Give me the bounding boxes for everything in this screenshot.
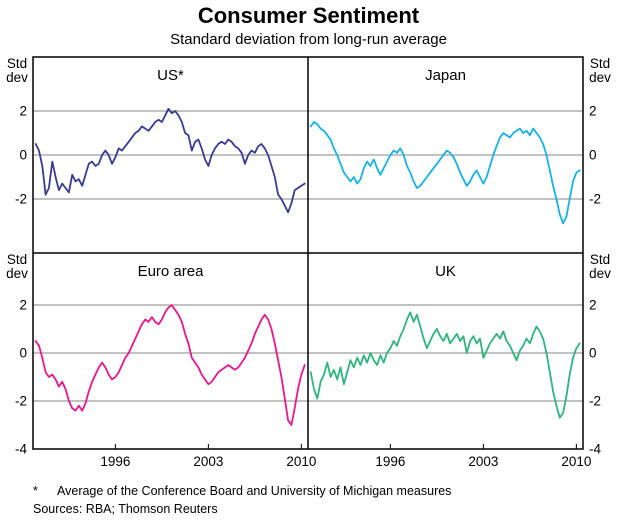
y-axis-unit-label: Std [7, 252, 27, 267]
y-axis-unit-label: Std [590, 252, 610, 267]
y-tick-label-left: -2 [15, 192, 27, 207]
y-axis-unit-label: dev [6, 266, 28, 281]
x-tick-label: 2003 [468, 454, 498, 469]
chart-title: Consumer Sentiment [197, 3, 420, 28]
y-axis-unit-label: Std [7, 56, 27, 71]
y-tick-label-right: -4 [589, 442, 601, 457]
y-axis-unit-label: dev [589, 70, 611, 85]
y-tick-label-right: 0 [589, 346, 597, 361]
footnote-marker: * [33, 484, 38, 498]
y-tick-label-right: 2 [589, 298, 597, 313]
y-tick-label-left: -4 [15, 442, 27, 457]
panel-title: US* [157, 67, 184, 84]
series-line-1 [309, 121, 581, 225]
y-tick-label-right: -2 [589, 192, 601, 207]
y-tick-label-left: 2 [19, 103, 27, 118]
sources-line: Sources: RBA; Thomson Reuters [33, 502, 218, 516]
footnote: * Average of the Conference Board and Uni… [33, 484, 593, 498]
y-axis-unit-label: Std [590, 56, 610, 71]
y-axis-unit-label: dev [6, 70, 28, 85]
panel-title: Japan [425, 67, 466, 84]
chart-subtitle: Standard deviation from long-run average [170, 31, 447, 48]
x-tick-label: 1996 [100, 454, 130, 469]
y-tick-label-left: 2 [19, 298, 27, 313]
y-axis-unit-label: dev [589, 266, 611, 281]
panel-title: UK [435, 263, 456, 280]
x-tick-label: 2010 [561, 454, 591, 469]
x-tick-label: 2003 [193, 454, 223, 469]
y-tick-label-left: 0 [19, 346, 27, 361]
panel-title: Euro area [138, 263, 205, 280]
footnote-text: Average of the Conference Board and Univ… [57, 484, 452, 498]
y-tick-label-right: 0 [589, 148, 597, 163]
y-tick-label-left: -2 [15, 394, 27, 409]
y-tick-label-right: 2 [589, 103, 597, 118]
series-line-3 [309, 311, 581, 419]
series-line-2 [34, 304, 306, 426]
y-tick-label-right: -2 [589, 394, 601, 409]
series-line-0 [34, 107, 306, 214]
x-tick-label: 2010 [286, 454, 316, 469]
x-tick-label: 1996 [375, 454, 405, 469]
y-tick-label-left: 0 [19, 148, 27, 163]
